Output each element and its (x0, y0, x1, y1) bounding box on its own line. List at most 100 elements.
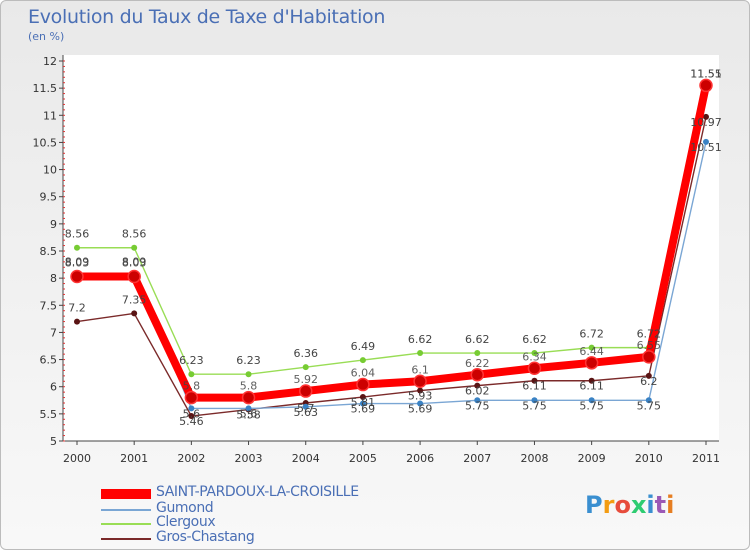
data-point (245, 371, 252, 378)
data-label: 5.7 (297, 402, 315, 415)
x-tick-label: 2010 (635, 452, 663, 465)
data-point (531, 350, 538, 357)
data-label: 6.72 (637, 328, 662, 341)
data-point (584, 356, 599, 370)
data-label: 6.23 (179, 354, 204, 367)
plot-area (63, 55, 719, 441)
legend-swatch-saint-pardoux (101, 489, 151, 499)
x-tick-label: 2011 (692, 452, 720, 465)
data-label: 10.97 (690, 116, 722, 129)
data-label: 8.03 (122, 257, 147, 270)
legend-label-clergoux: Clergoux (156, 514, 216, 530)
data-point (356, 377, 370, 392)
data-label: 5.69 (408, 403, 433, 416)
y-tick-label: 11 (43, 109, 57, 122)
data-point (188, 405, 195, 412)
data-label: 6.1 (411, 363, 429, 376)
logo-letter: i (666, 491, 675, 519)
y-tick-label: 7 (50, 326, 57, 339)
y-tick-label: 5 (50, 435, 57, 448)
data-label: 6.62 (408, 333, 433, 346)
y-tick-label: 9 (50, 218, 57, 231)
data-label: 8.09 (122, 255, 147, 268)
data-label: 6.49 (351, 340, 376, 353)
data-label: 7.2 (68, 302, 86, 315)
legend-label-saint-pardoux: SAINT-PARDOUX-LA-CROISILLE (156, 484, 359, 500)
data-label: 5.46 (179, 415, 204, 428)
data-point (417, 350, 424, 357)
data-point (131, 244, 138, 251)
chart-title: Evolution du Taux de Taxe d'Habitation (28, 6, 386, 28)
data-label: 5.75 (465, 399, 490, 412)
data-label: 5.8 (183, 380, 201, 393)
y-tick-label: 9.5 (40, 191, 58, 204)
x-tick-label: 2009 (578, 452, 606, 465)
logo-letter: x (630, 491, 647, 519)
legend-swatch-gros-chastang (101, 538, 151, 540)
data-label: 8.03 (65, 257, 90, 270)
data-point (417, 400, 424, 407)
data-label: 7.35 (122, 293, 147, 306)
data-label: 5.75 (579, 399, 604, 412)
data-point (645, 372, 652, 379)
y-tick-label: 7.5 (40, 299, 58, 312)
data-point (74, 244, 80, 251)
data-label: 6.55 (637, 339, 662, 352)
data-label: 6.22 (465, 357, 490, 370)
data-label: 8.09 (65, 255, 90, 268)
series-line (76, 116, 707, 417)
series-line (76, 86, 707, 375)
data-point (188, 371, 195, 378)
data-label: 5.6 (240, 407, 258, 420)
data-point (474, 382, 481, 389)
data-point (359, 357, 366, 364)
y-tick-label: 12 (43, 55, 57, 68)
data-point (131, 310, 138, 317)
chart-subtitle: (en %) (28, 30, 65, 43)
data-point (703, 113, 709, 120)
legend-swatch-gumond (101, 509, 151, 511)
data-point (645, 397, 652, 404)
data-label: 5.75 (522, 399, 547, 412)
data-point (127, 269, 141, 284)
data-point (188, 413, 195, 420)
data-label: 6.23 (236, 354, 261, 367)
x-tick-label: 2007 (463, 452, 491, 465)
data-point (302, 364, 309, 371)
data-label: 10.51 (690, 141, 722, 154)
logo-letter: P (585, 491, 603, 519)
data-point (470, 368, 485, 382)
x-tick-label: 2001 (120, 452, 148, 465)
data-label: 5.93 (408, 390, 433, 403)
data-point (241, 390, 256, 405)
data-point (70, 269, 84, 284)
data-label: 5.8 (240, 380, 258, 393)
data-point (298, 384, 313, 398)
data-point (588, 397, 595, 404)
y-tick-label: 8.5 (40, 245, 58, 258)
data-label: 6.34 (522, 350, 547, 363)
x-tick-label: 2000 (63, 452, 91, 465)
data-label: 8.56 (122, 228, 147, 241)
data-label: 6.72 (579, 328, 604, 341)
data-point (588, 377, 595, 384)
y-tick-label: 5.5 (40, 408, 58, 421)
data-point (531, 377, 538, 384)
data-label: 8.56 (65, 228, 90, 241)
logo-letter: r (602, 491, 615, 519)
data-label: 6.44 (579, 345, 604, 358)
data-label: 6.02 (465, 385, 490, 398)
data-point (302, 403, 309, 410)
data-point (417, 387, 424, 394)
y-tick-label: 8 (50, 272, 57, 285)
data-point (359, 400, 366, 407)
y-tick-label: 10.5 (33, 136, 58, 149)
data-label: 5.75 (637, 399, 662, 412)
x-tick-label: 2006 (406, 452, 434, 465)
y-tick-label: 6 (50, 381, 57, 394)
data-label: 5.63 (293, 406, 318, 419)
data-point (531, 397, 538, 404)
x-tick-label: 2004 (292, 452, 320, 465)
